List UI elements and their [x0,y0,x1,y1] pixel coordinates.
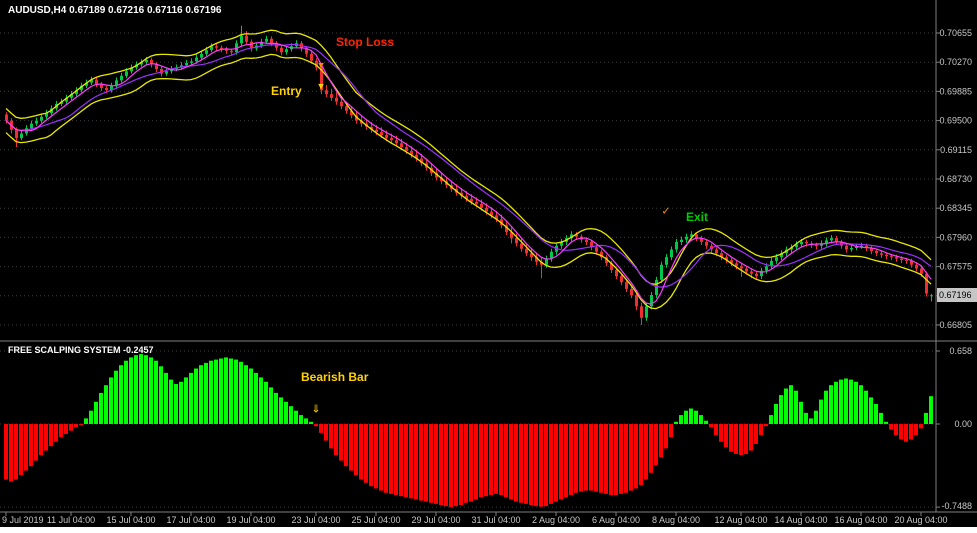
svg-text:2 Aug 04:00: 2 Aug 04:00 [532,515,580,525]
svg-text:0.00: 0.00 [954,419,972,429]
svg-text:29 Jul 04:00: 29 Jul 04:00 [411,515,460,525]
svg-text:0.658: 0.658 [949,346,972,356]
price-scale[interactable] [936,0,977,512]
svg-text:0.70655: 0.70655 [939,28,972,38]
svg-text:0.69115: 0.69115 [940,145,972,155]
svg-text:0.70270: 0.70270 [939,57,972,67]
svg-text:20 Aug 04:00: 20 Aug 04:00 [894,515,947,525]
svg-text:17 Jul 04:00: 17 Jul 04:00 [166,515,215,525]
bearish-bar-label[interactable]: Bearish Bar [301,370,369,385]
svg-text:0.67960: 0.67960 [939,232,972,242]
svg-text:6 Aug 04:00: 6 Aug 04:00 [592,515,640,525]
entry-marker[interactable]: ▾ [318,80,324,93]
svg-text:0.69885: 0.69885 [939,86,972,96]
exit-marker[interactable]: ✓ [661,205,671,218]
svg-text:31 Jul 04:00: 31 Jul 04:00 [471,515,520,525]
svg-text:11 Jul 04:00: 11 Jul 04:00 [47,515,95,525]
symbol-title: AUDUSD,H4 0.67189 0.67216 0.67116 0.6719… [8,5,222,16]
svg-text:14 Aug 04:00: 14 Aug 04:00 [774,515,827,525]
svg-text:16 Aug 04:00: 16 Aug 04:00 [834,515,887,525]
svg-text:19 Jul 04:00: 19 Jul 04:00 [226,515,275,525]
time-scale[interactable] [0,512,936,527]
entry-label[interactable]: Entry [271,83,302,98]
svg-text:9 Jul 2019: 9 Jul 2019 [2,515,44,525]
svg-text:0.69500: 0.69500 [939,116,972,126]
bearish-bar-marker[interactable]: ⇓ [311,403,321,416]
svg-text:23 Jul 04:00: 23 Jul 04:00 [291,515,340,525]
svg-text:12 Aug 04:00: 12 Aug 04:00 [714,515,767,525]
svg-text:0.67575: 0.67575 [939,262,972,272]
indicator-title: FREE SCALPING SYSTEM -0.2457 [8,345,154,355]
svg-text:25 Jul 04:00: 25 Jul 04:00 [351,515,400,525]
exit-label[interactable]: Exit [686,210,709,225]
svg-text:15 Jul 04:00: 15 Jul 04:00 [106,515,155,525]
stop-loss-label[interactable]: Stop Loss [336,35,395,50]
svg-text:-0.7488: -0.7488 [941,501,972,511]
current-price-tag: 0.67196 [937,288,977,302]
svg-text:8 Aug 04:00: 8 Aug 04:00 [652,515,700,525]
svg-text:0.68345: 0.68345 [939,203,972,213]
svg-text:0.68730: 0.68730 [939,174,972,184]
stop-loss-marker[interactable]: ▾ [318,59,324,72]
svg-text:0.66805: 0.66805 [939,320,972,330]
